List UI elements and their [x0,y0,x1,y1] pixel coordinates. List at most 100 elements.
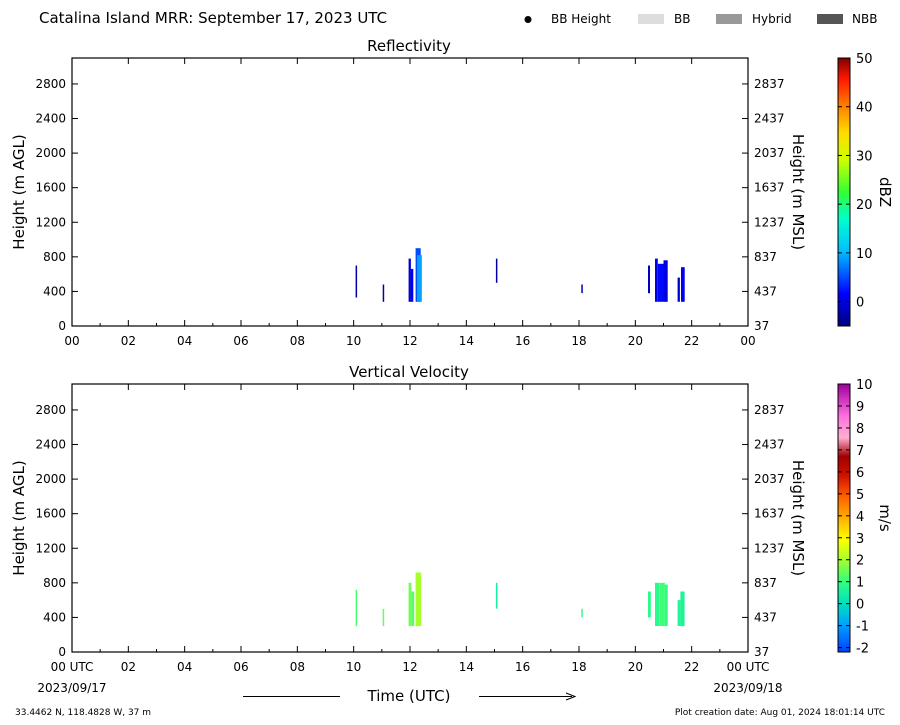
colorbar-tick-label: 50 [856,52,873,67]
reflectivity-ylabel-left: Height (m AGL) [10,134,28,249]
reflectivity-echoes [355,248,685,302]
y-tick-label-left: 1200 [35,215,66,229]
velocity-colorbar-ticks: -2 -1 0 1 2 3 4 5 6 7 8 9 10 [838,378,873,657]
colorbar-tick-label: 9 [856,400,864,415]
velocity-colorbar [837,383,851,653]
legend: BB Height BB Hybrid NBB [524,12,877,26]
plot-creation-date: Plot creation date: Aug 01, 2024 18:01:1… [675,708,885,718]
y-tick-label-right: 437 [754,284,777,298]
echo-cell [648,265,650,294]
echo-cell [355,589,358,627]
echo-cell [355,265,358,298]
y-tick-label-right: 2037 [754,472,785,486]
y-tick-label-right: 2437 [754,112,785,126]
y-tick-label-left: 1600 [35,507,66,521]
colorbar-tick-label: 40 [856,101,873,116]
velocity-panel: Vertical Velocity 00 UTC 02 04 06 08 10 12 14 16… [10,363,894,674]
x-tick-label: 02 [121,334,136,348]
y-tick-label-left: 400 [43,284,66,298]
colorbar-tick-label: 1 [856,576,864,591]
velocity-echoes [355,572,685,627]
y-tick-label-left: 800 [43,250,66,264]
velocity-title: Vertical Velocity [349,363,469,381]
echo-cell [495,258,498,283]
colorbar-tick-label: 8 [856,422,864,437]
reflectivity-title: Reflectivity [367,37,451,55]
echo-cell [415,572,422,627]
y-tick-label-right: 1237 [754,541,785,555]
velocity-colorbar-label: m/s [876,504,894,532]
legend-nbb-label: NBB [852,12,877,26]
colorbar-tick-label: 5 [856,488,864,503]
x-tick-label: 22 [684,660,699,674]
y-tick-label-left: 2400 [35,112,66,126]
y-tick-label-left: 2000 [35,146,66,160]
colorbar-tick-label: 10 [856,378,873,393]
echo-cell [408,258,411,302]
x-tick-label: 00 UTC [51,660,94,674]
x-tick-label: 20 [628,334,643,348]
echo-cell [411,591,415,627]
echo-cell [664,584,668,627]
echo-cell [655,258,658,302]
x-tick-label: 12 [402,334,417,348]
y-tick-label-right: 837 [754,250,777,264]
x-tick-label: 06 [233,660,248,674]
y-tick-label-left: 2800 [35,403,66,417]
colorbar-tick-label: -1 [856,620,869,635]
legend-bb-height-label: BB Height [551,12,611,26]
time-axis-label: Time (UTC) [367,687,451,705]
colorbar-tick-label: 3 [856,532,864,547]
legend-bb-label: BB [674,12,690,26]
reflectivity-ylabel-right: Height (m MSL) [789,134,807,250]
y-tick-label-left: 2800 [35,77,66,91]
x-tick-label: 22 [684,334,699,348]
legend-bb-height-marker [524,16,532,23]
colorbar-tick-label: -2 [856,642,869,657]
reflectivity-plot-frame [71,57,749,327]
reflectivity-axes: 00 02 04 06 08 10 12 14 16 18 20 22 0004008001200160… [35,58,785,348]
colorbar-tick-label: 6 [856,466,864,481]
y-tick-label-right: 437 [754,610,777,624]
x-tick-label: 14 [459,334,474,348]
x-tick-label: 18 [571,660,586,674]
colorbar-tick-label: 20 [856,198,873,213]
echo-cell [581,608,583,618]
x-tick-label: 04 [177,660,192,674]
echo-cell [657,263,664,302]
x-tick-label: 04 [177,334,192,348]
station-location: 33.4462 N, 118.4828 W, 37 m [15,708,151,718]
y-tick-label-right: 2437 [754,438,785,452]
echo-cell [663,260,668,302]
velocity-plot-frame [71,383,749,653]
legend-bb-swatch [638,14,664,24]
x-tick-label: 18 [571,334,586,348]
y-tick-label-left: 800 [43,576,66,590]
echo-cell [495,582,498,609]
echo-cell [382,284,385,302]
velocity-ylabel-left: Height (m AGL) [10,460,28,575]
x-tick-label: 08 [290,660,305,674]
y-tick-label-left: 2000 [35,472,66,486]
colorbar-tick-label: 30 [856,149,873,164]
x-tick-label: 12 [402,660,417,674]
y-tick-label-left: 400 [43,610,66,624]
y-tick-label-right: 37 [754,319,769,333]
start-date: 2023/09/17 [37,681,106,695]
x-tick-label: 06 [233,334,248,348]
reflectivity-colorbar [837,57,851,327]
colorbar-tick-label: 4 [856,510,864,525]
colorbar-tick-label: 7 [856,444,864,459]
x-tick-label: 16 [515,334,530,348]
echo-cell [408,582,412,626]
echo-cell [581,284,583,294]
echo-cell [680,591,685,627]
echo-cell [382,608,385,627]
y-tick-label-left: 2400 [35,438,66,452]
y-tick-label-right: 37 [754,645,769,659]
time-arrow-head [565,692,577,701]
x-tick-label: 00 [64,334,79,348]
y-tick-label-right: 1237 [754,215,785,229]
x-tick-label: 20 [628,660,643,674]
echo-cell [681,267,685,302]
